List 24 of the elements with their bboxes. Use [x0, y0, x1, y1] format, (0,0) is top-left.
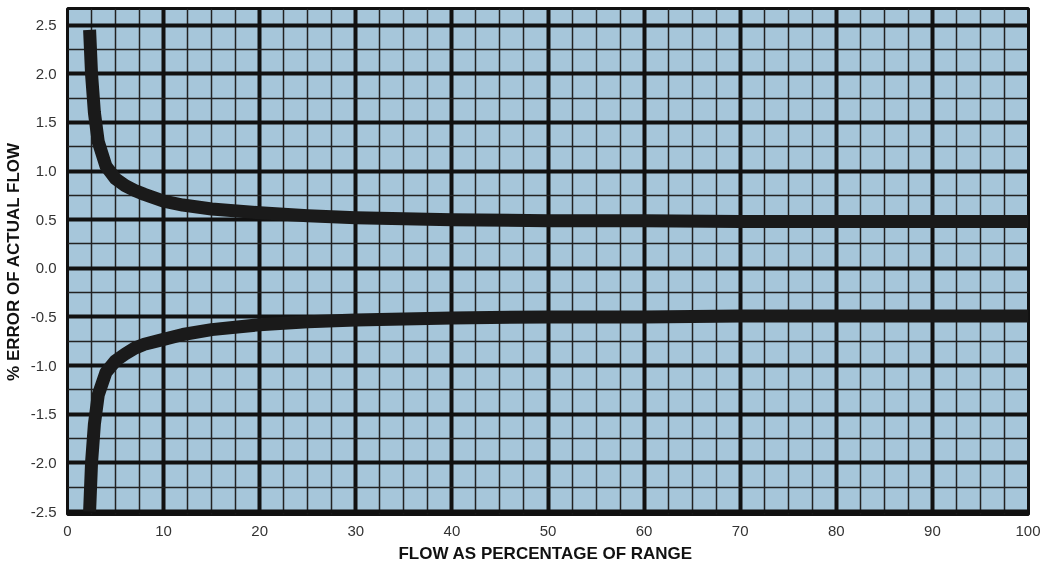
x-tick-label: 50 [539, 521, 557, 539]
x-tick-label: 0 [63, 521, 72, 539]
y-tick-label: -1.0 [30, 356, 57, 374]
x-tick-label: 90 [924, 521, 941, 539]
y-tick-label: -1.5 [30, 405, 57, 423]
x-tick-label: 10 [155, 521, 172, 539]
y-tick-label: 1.0 [35, 162, 57, 179]
x-tick-label: 80 [827, 521, 845, 539]
y-tick-label: 0.0 [35, 259, 57, 277]
y-tick-label: 2.5 [35, 16, 57, 34]
x-axis-title: FLOW AS PERCENTAGE OF RANGE [398, 543, 693, 563]
y-tick-label: 0.5 [35, 210, 57, 228]
y-axis-title: % ERROR OF ACTUAL FLOW [3, 142, 23, 381]
y-tick-label: -0.5 [30, 307, 57, 325]
y-tick-label: -2.5 [30, 502, 57, 520]
y-tick-label: 1.5 [35, 113, 57, 131]
x-tick-label: 100 [1015, 521, 1041, 539]
x-tick-label: 70 [731, 521, 749, 539]
x-tick-label: 40 [443, 521, 461, 539]
x-tick-label: 30 [347, 521, 365, 539]
y-tick-label: -2.0 [30, 453, 57, 471]
y-tick-label: 2.0 [35, 64, 57, 82]
x-tick-label: 20 [251, 521, 269, 539]
x-tick-label: 60 [635, 521, 653, 539]
